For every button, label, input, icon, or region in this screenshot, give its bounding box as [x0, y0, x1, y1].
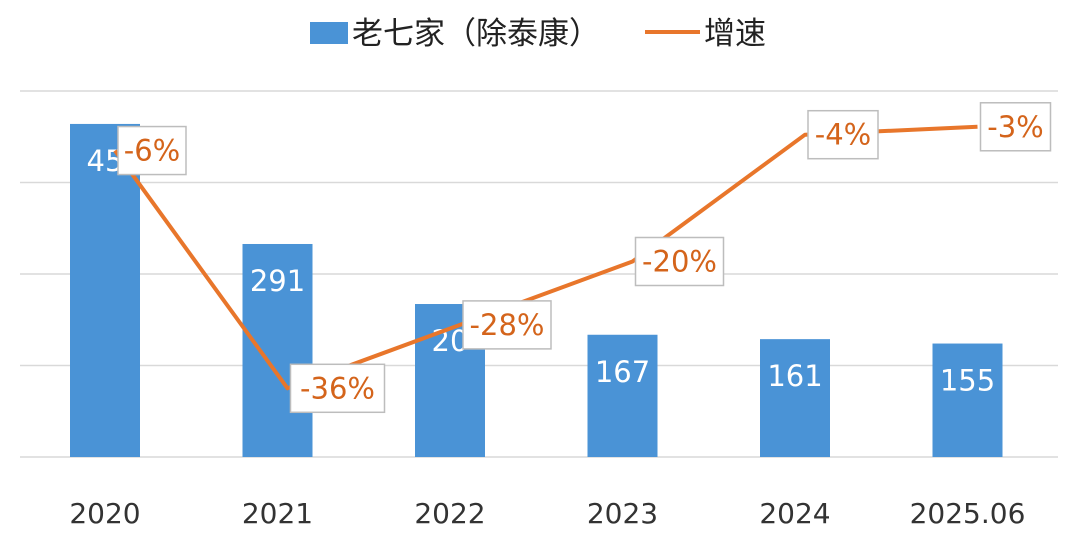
bar-value-label: 161 — [767, 359, 822, 393]
growth-callout: -6% — [117, 125, 187, 176]
bar — [242, 243, 313, 457]
x-tick-label: 2020 — [69, 497, 140, 530]
growth-rate-label: -6% — [124, 134, 180, 168]
growth-callout: -3% — [979, 102, 1052, 152]
callout-box — [462, 300, 552, 350]
x-tick-label: 2021 — [242, 497, 313, 530]
growth-rate-label: -3% — [987, 110, 1043, 144]
callout-box — [117, 125, 187, 176]
growth-callout: -4% — [807, 109, 879, 160]
growth-callouts: -6% -36% -28% -20% -4% -3% — [117, 102, 1052, 414]
growth-rate-label: -20% — [642, 245, 717, 279]
growth-callout: -28% — [462, 300, 552, 350]
growth-callout: -20% — [634, 236, 725, 287]
bar — [760, 339, 830, 457]
bar-value-label: 291 — [250, 264, 305, 298]
bar — [70, 123, 140, 457]
bars — [70, 123, 1003, 457]
bar — [932, 343, 1003, 457]
bar-value-label: 167 — [595, 355, 650, 389]
callout-box — [634, 236, 725, 287]
growth-rate-label: -36% — [300, 371, 375, 405]
x-axis-ticks: 2020 2021 2022 2023 2024 2025.06 — [69, 497, 1025, 530]
growth-callout: -36% — [289, 363, 386, 414]
growth-rate-label: -4% — [815, 118, 871, 152]
legend-bar-label: 老七家（除泰康） — [352, 16, 600, 52]
x-tick-label: 2024 — [759, 497, 830, 530]
growth-rate-label: -28% — [470, 308, 545, 342]
bar — [587, 334, 658, 457]
gridlines — [20, 90, 1058, 458]
callout-box — [807, 109, 879, 160]
bar-value-label: 155 — [940, 364, 995, 398]
legend-line-label: 增速 — [704, 16, 766, 52]
x-tick-label: 2025.06 — [910, 497, 1026, 530]
callout-box — [289, 363, 386, 414]
callout-box — [979, 102, 1052, 152]
legend: 老七家（除泰康） 增速 — [310, 16, 766, 52]
x-tick-label: 2023 — [587, 497, 658, 530]
legend-bar-swatch — [310, 22, 348, 44]
x-tick-label: 2022 — [414, 497, 485, 530]
